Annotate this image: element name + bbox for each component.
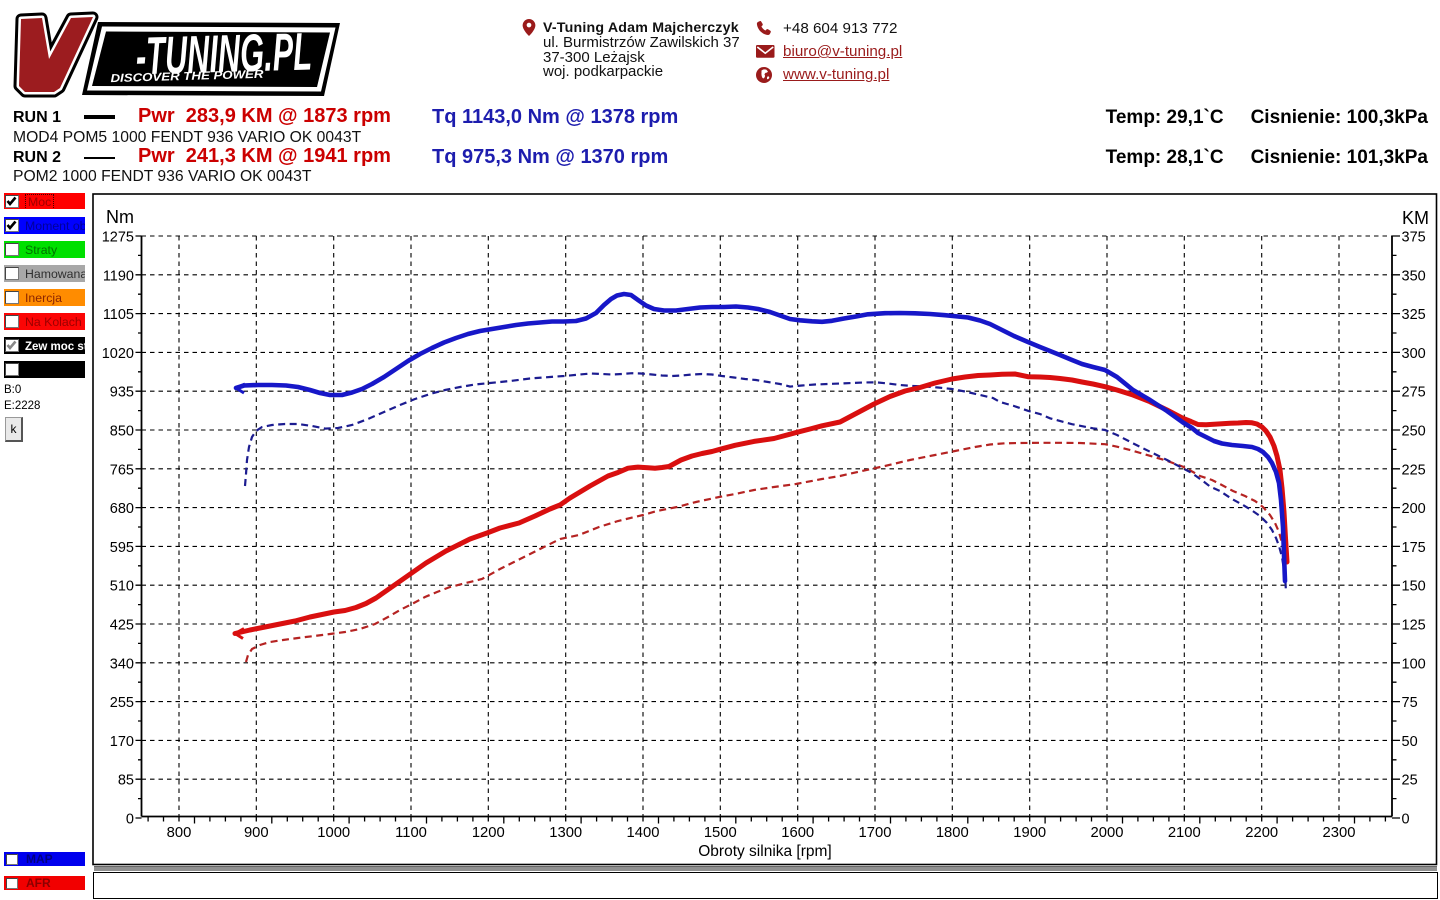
svg-text:680: 680 [110, 501, 134, 517]
svg-text:1400: 1400 [627, 825, 660, 841]
svg-text:595: 595 [110, 540, 134, 556]
svg-text:2200: 2200 [1245, 825, 1278, 841]
svg-text:900: 900 [244, 825, 269, 841]
svg-text:85: 85 [118, 773, 134, 789]
svg-text:1190: 1190 [103, 268, 134, 284]
svg-text:225: 225 [1402, 462, 1426, 478]
svg-text:DISCOVER THE POWER: DISCOVER THE POWER [110, 69, 264, 85]
svg-text:425: 425 [110, 618, 134, 634]
svg-text:1100: 1100 [395, 825, 427, 841]
svg-text:1000: 1000 [317, 825, 350, 841]
svg-text:1800: 1800 [936, 825, 969, 841]
svg-text:25: 25 [1402, 773, 1418, 789]
svg-text:300: 300 [1402, 346, 1426, 362]
svg-text:1200: 1200 [472, 825, 505, 841]
svg-text:1105: 1105 [103, 307, 134, 323]
svg-text:2000: 2000 [1091, 825, 1124, 841]
svg-text:125: 125 [1402, 618, 1426, 634]
svg-text:KM: KM [1402, 208, 1429, 228]
svg-text:850: 850 [110, 424, 134, 440]
svg-text:-TUNING.PL: -TUNING.PL [135, 22, 313, 86]
svg-text:1020: 1020 [102, 346, 134, 362]
svg-text:350: 350 [1402, 268, 1426, 284]
svg-text:100: 100 [1402, 656, 1426, 672]
svg-text:255: 255 [110, 695, 134, 711]
svg-text:340: 340 [110, 656, 134, 672]
svg-text:50: 50 [1402, 734, 1418, 750]
svg-text:1500: 1500 [704, 825, 737, 841]
svg-text:765: 765 [110, 462, 134, 478]
svg-text:1900: 1900 [1013, 825, 1046, 841]
svg-text:0: 0 [1402, 812, 1410, 828]
svg-text:510: 510 [110, 579, 134, 595]
svg-text:325: 325 [1402, 307, 1426, 323]
svg-text:200: 200 [1402, 501, 1426, 517]
svg-text:Nm: Nm [106, 207, 134, 227]
svg-text:170: 170 [110, 734, 134, 750]
svg-text:1700: 1700 [859, 825, 892, 841]
svg-text:800: 800 [167, 825, 192, 841]
svg-text:150: 150 [1402, 579, 1426, 595]
svg-text:175: 175 [1402, 540, 1426, 556]
svg-text:935: 935 [110, 385, 134, 401]
svg-text:2100: 2100 [1168, 825, 1201, 841]
svg-text:275: 275 [1402, 385, 1426, 401]
svg-text:75: 75 [1402, 695, 1418, 711]
svg-text:375: 375 [1402, 230, 1426, 246]
svg-text:1600: 1600 [781, 825, 814, 841]
svg-text:1300: 1300 [549, 825, 582, 841]
svg-text:0: 0 [126, 812, 134, 828]
svg-text:250: 250 [1402, 424, 1426, 440]
svg-text:1275: 1275 [102, 230, 134, 246]
svg-text:Obroty silnika [rpm]: Obroty silnika [rpm] [698, 843, 832, 860]
svg-text:2300: 2300 [1323, 825, 1356, 841]
